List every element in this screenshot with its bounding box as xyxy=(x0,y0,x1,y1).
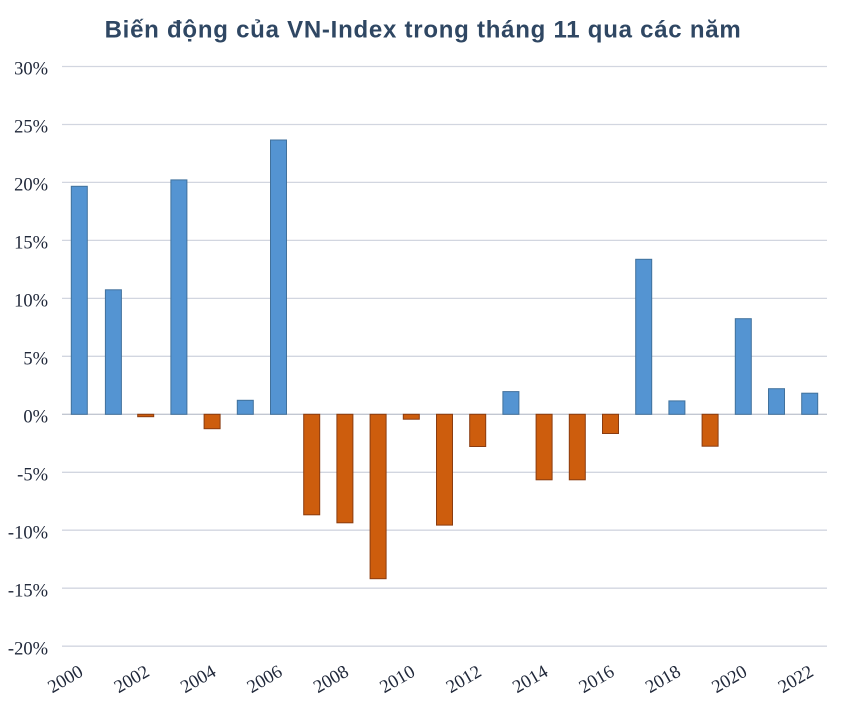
svg-text:20%: 20% xyxy=(14,176,48,196)
svg-text:-20%: -20% xyxy=(8,639,48,659)
svg-text:0%: 0% xyxy=(23,407,48,427)
svg-text:10%: 10% xyxy=(14,292,48,312)
svg-text:Biến động của VN-Index trong t: Biến động của VN-Index trong tháng 11 qu… xyxy=(105,17,742,44)
svg-text:-10%: -10% xyxy=(8,523,48,543)
svg-text:-5%: -5% xyxy=(17,465,48,485)
svg-text:30%: 30% xyxy=(14,60,48,80)
svg-text:25%: 25% xyxy=(14,118,48,138)
svg-text:15%: 15% xyxy=(14,234,48,254)
svg-text:5%: 5% xyxy=(23,349,48,369)
svg-text:-15%: -15% xyxy=(8,581,48,601)
